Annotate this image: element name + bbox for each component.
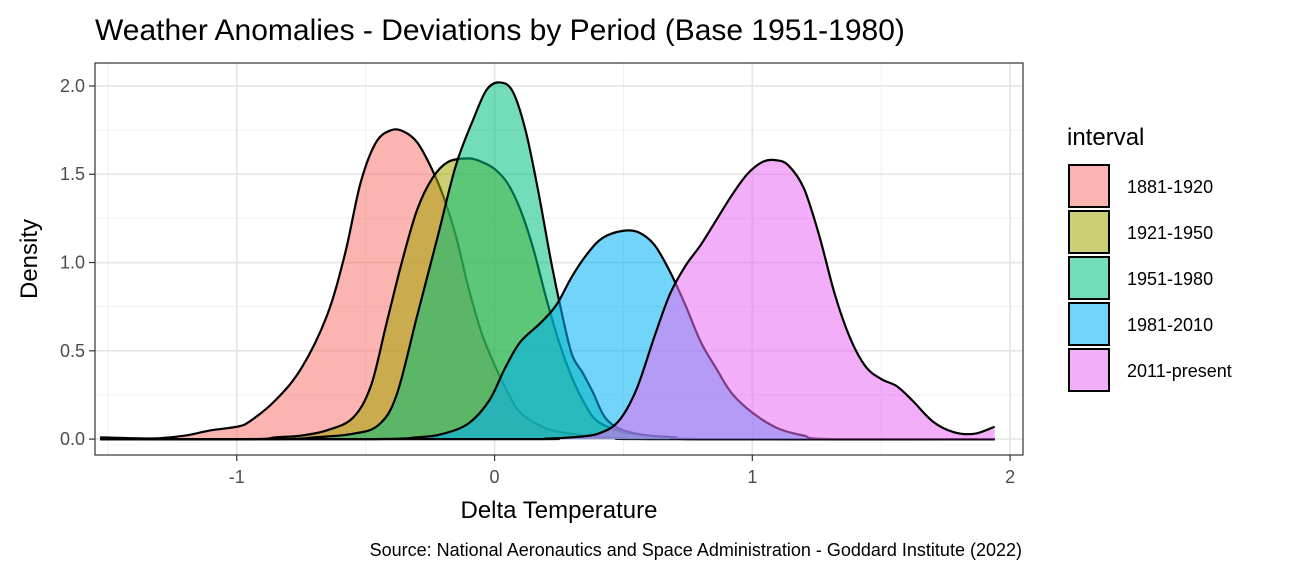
y-axis: 0.0 0.5 1.0 1.5 2.0 (60, 76, 95, 449)
legend-swatch-2011-present (1068, 348, 1110, 392)
y-tick-label: 0.5 (60, 341, 85, 361)
y-tick-label: 2.0 (60, 76, 85, 96)
x-axis-title: Delta Temperature (461, 497, 658, 524)
series-layer (100, 81, 996, 441)
legend-label-1951-1980: 1951-1980 (1127, 269, 1213, 289)
y-tick-label: 0.0 (60, 429, 85, 449)
legend-swatch-1951-1980 (1068, 256, 1110, 300)
legend-label-2011-present: 2011-present (1127, 361, 1232, 381)
density-area-1951-1980 (100, 82, 995, 440)
legend-label-1921-1950: 1921-1950 (1127, 223, 1213, 243)
plot-area (94, 62, 1024, 456)
legend-swatch-1881-1920 (1068, 164, 1110, 208)
x-tick-label: 0 (490, 467, 500, 487)
x-tick-label: 2 (1005, 467, 1015, 487)
legend-label-1881-1920: 1881-1920 (1127, 177, 1213, 197)
legend-label-1981-2010: 1981-2010 (1127, 315, 1213, 335)
density-line-2011-present (100, 158, 996, 441)
density-area-2011-present (100, 159, 995, 440)
chart-title: Weather Anomalies - Deviations by Period… (95, 14, 905, 47)
y-tick-label: 1.0 (60, 253, 85, 273)
density-area-1981-2010 (100, 230, 995, 440)
x-tick-label: -1 (229, 467, 245, 487)
legend-title: interval (1067, 124, 1144, 151)
legend: interval 1881-1920 1921-1950 1951-1980 1981… (1067, 124, 1232, 392)
legend-swatch-1981-2010 (1068, 302, 1110, 346)
chart-caption: Source: National Aeronautics and Space A… (370, 540, 1022, 560)
legend-swatch-1921-1950 (1068, 210, 1110, 254)
legend-items: 1881-1920 1921-1950 1951-1980 1981-2010 2011… (1068, 164, 1232, 392)
y-tick-label: 1.5 (60, 164, 85, 184)
plot-border (94, 62, 1024, 456)
x-axis: -1 0 1 2 (229, 455, 1015, 487)
y-axis-title: Density (16, 219, 43, 299)
density-area-1881-1920 (100, 129, 995, 440)
x-tick-label: 1 (747, 467, 757, 487)
